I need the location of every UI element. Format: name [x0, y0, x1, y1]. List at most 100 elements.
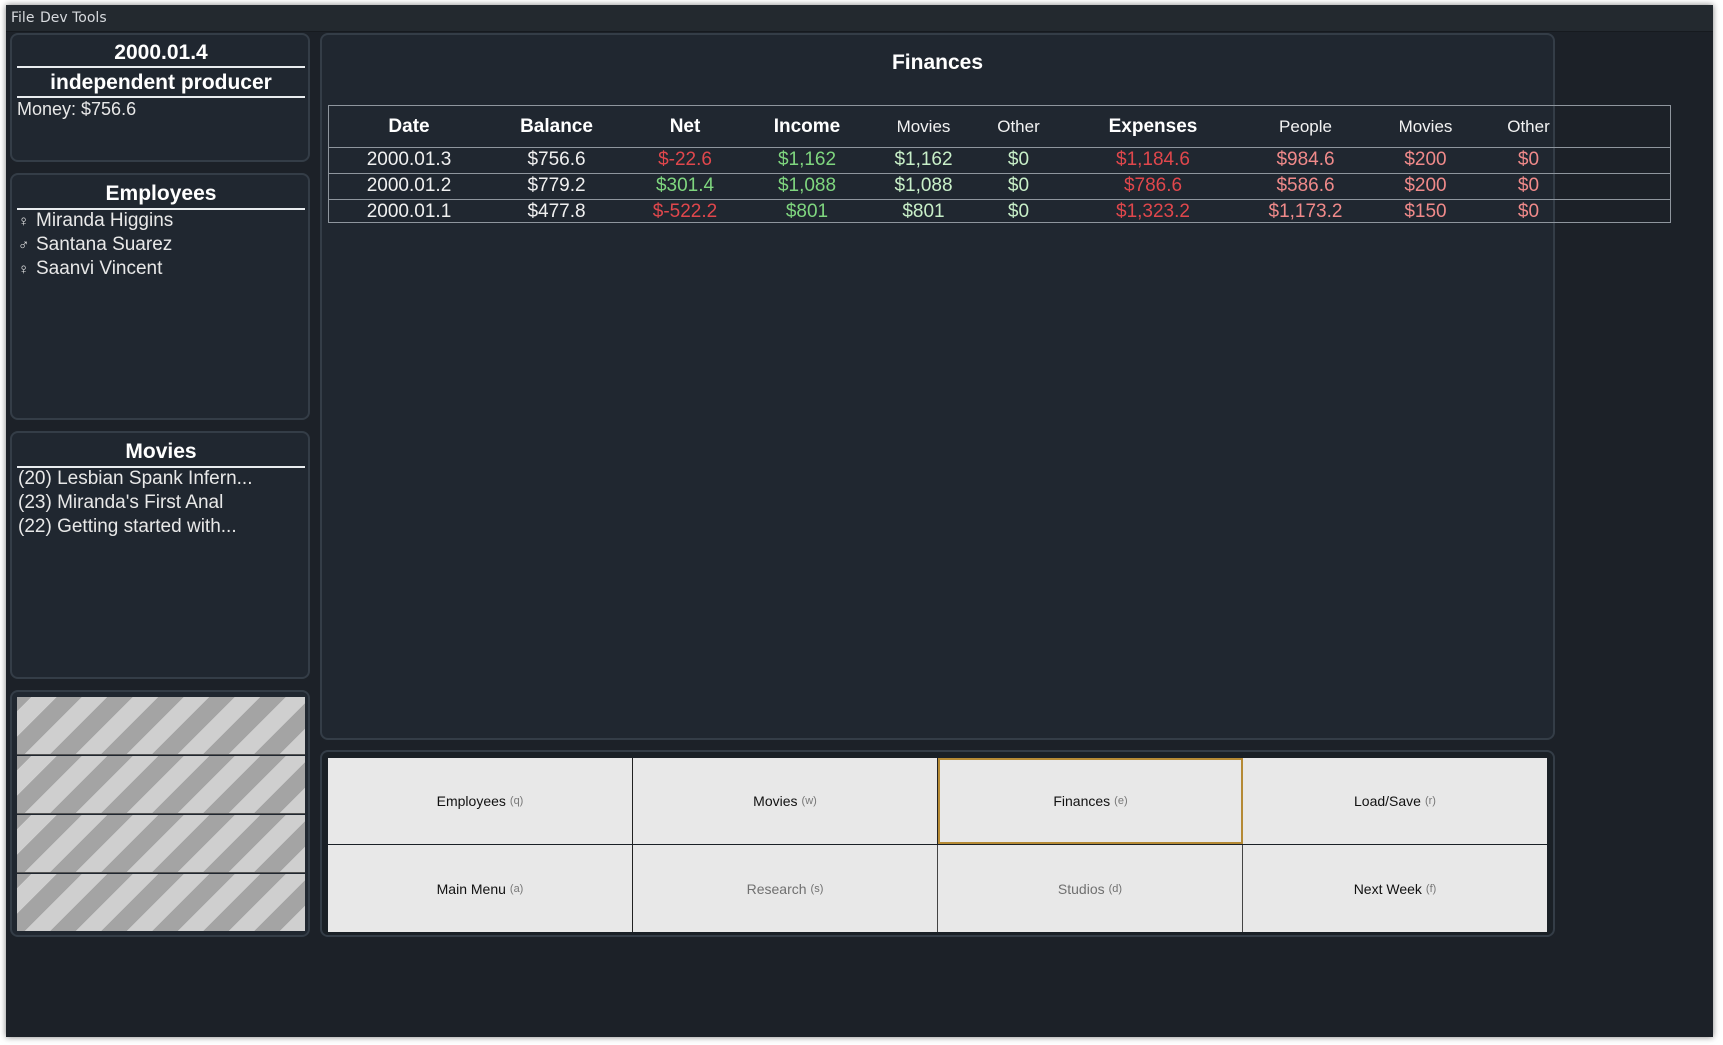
cell-expense-other: $0 — [1517, 175, 1540, 196]
finances-table: Date Balance Net Income Movies Other Exp… — [328, 105, 1671, 223]
hotkey-hint: (e) — [1114, 795, 1128, 807]
button-label: Research — [746, 880, 807, 897]
employee-item[interactable]: ♂ Santana Suarez — [18, 234, 172, 260]
movies-panel: Movies (20) Lesbian Spank Infern... (23)… — [10, 431, 310, 679]
player-rank: independent producer — [17, 69, 305, 98]
cell-income: $1,162 — [777, 149, 837, 170]
button-label: Employees — [436, 793, 506, 809]
hotkey-hint: (w) — [801, 795, 817, 807]
empty-slot — [17, 756, 305, 814]
movie-item[interactable]: (20) Lesbian Spank Infern... — [18, 468, 253, 489]
status-panel: 2000.01.4 independent producer Money: $7… — [10, 33, 310, 162]
menubar: File Dev Tools — [6, 5, 1713, 32]
hotkey-hint: (s) — [810, 882, 824, 895]
load-save-nav-button[interactable]: Load/Save (r) — [1243, 758, 1547, 844]
button-label: Studios — [1057, 880, 1105, 897]
button-label: Next Week — [1353, 880, 1422, 897]
cell-expense-movies: $200 — [1404, 175, 1447, 196]
finances-title: Finances — [891, 51, 984, 74]
cell-people: $586.6 — [1276, 175, 1335, 196]
button-label: Finances — [1053, 793, 1111, 809]
cell-income: $801 — [785, 201, 829, 222]
movies-title: Movies — [17, 437, 305, 468]
main-menu-nav-button[interactable]: Main Menu (a) — [328, 845, 633, 932]
movie-item[interactable]: (23) Miranda's First Anal — [18, 492, 224, 513]
nav-panel: Employees (q) Movies (w) Finances (e) Load/… — [320, 750, 1555, 937]
column-header-net: Net — [669, 115, 701, 137]
game-window: File Dev Tools 2000.01.4 independent pro… — [6, 5, 1713, 1037]
cell-balance: $779.2 — [527, 175, 586, 196]
female-icon: ♀ — [18, 261, 30, 278]
game-date: 2000.01.4 — [17, 39, 305, 68]
column-header-expense-movies: Movies — [1398, 116, 1453, 136]
cell-income-movies: $1,088 — [894, 175, 953, 196]
cell-date: 2000.01.2 — [366, 175, 452, 196]
male-icon: ♂ — [18, 237, 30, 254]
cell-expense-movies: $200 — [1404, 149, 1447, 170]
empty-slot — [17, 697, 305, 755]
column-header-expense-other: Other — [1507, 116, 1550, 136]
employee-name: Miranda Higgins — [36, 210, 174, 231]
hotkey-hint: (q) — [509, 795, 524, 807]
employee-item[interactable]: ♀ Saanvi Vincent — [18, 258, 162, 284]
menu-file[interactable]: File — [11, 10, 35, 26]
hotkey-hint: (d) — [1108, 882, 1123, 895]
cell-net: $-22.6 — [658, 149, 712, 170]
hotkey-hint: (f) — [1425, 882, 1437, 895]
next-week-nav-button[interactable]: Next Week (f) — [1243, 845, 1547, 932]
table-row: 2000.01.3 $756.6 $-22.6 $1,162 $1,162 $0… — [329, 147, 1670, 174]
column-header-date: Date — [388, 115, 430, 137]
cell-income-movies: $801 — [902, 201, 945, 222]
button-label: Main Menu — [436, 880, 506, 897]
cell-income: $1,088 — [777, 175, 837, 196]
button-label: Load/Save — [1354, 793, 1421, 809]
employees-title: Employees — [17, 179, 305, 210]
female-icon: ♀ — [18, 213, 30, 230]
employee-item[interactable]: ♀ Miranda Higgins — [18, 210, 173, 236]
cell-expenses: $786.6 — [1123, 175, 1183, 196]
slots-panel — [10, 690, 310, 937]
studios-nav-button: Studios (d) — [938, 845, 1243, 932]
menu-dev-tools[interactable]: Dev Tools — [40, 10, 107, 26]
cell-expense-other: $0 — [1517, 201, 1540, 222]
cell-expenses: $1,323.2 — [1116, 201, 1190, 222]
hotkey-hint: (a) — [509, 882, 524, 895]
movie-item[interactable]: (22) Getting started with... — [18, 516, 237, 537]
cell-people: $1,173.2 — [1268, 201, 1343, 222]
empty-slot — [17, 815, 305, 873]
column-header-income-movies: Movies — [896, 116, 951, 136]
cell-people: $984.6 — [1276, 149, 1335, 170]
movies-nav-button[interactable]: Movies (w) — [633, 758, 938, 844]
cell-income-other: $0 — [1007, 201, 1030, 222]
cell-net: $301.4 — [655, 175, 715, 196]
cell-income-movies: $1,162 — [894, 149, 953, 170]
empty-slot — [17, 874, 305, 931]
table-row: 2000.01.2 $779.2 $301.4 $1,088 $1,088 $0… — [329, 173, 1670, 200]
finances-panel: Finances Date Balance Net Income Movies … — [320, 33, 1671, 740]
money-display: Money: $756.6 — [17, 99, 137, 119]
cell-expenses: $1,184.6 — [1116, 149, 1190, 170]
employees-nav-button[interactable]: Employees (q) — [328, 758, 633, 844]
employees-panel: Employees ♀ Miranda Higgins ♂ Santana Suar… — [10, 173, 310, 420]
cell-date: 2000.01.1 — [366, 201, 452, 222]
cell-income-other: $0 — [1007, 175, 1030, 196]
column-header-income-other: Other — [997, 116, 1040, 136]
column-header-income: Income — [773, 115, 841, 137]
cell-expense-other: $0 — [1517, 149, 1540, 170]
research-nav-button: Research (s) — [633, 845, 938, 932]
button-label: Movies — [753, 793, 798, 809]
table-row: 2000.01.1 $477.8 $-522.2 $801 $801 $0 $1… — [329, 199, 1670, 225]
cell-net: $-522.2 — [652, 201, 718, 222]
hotkey-hint: (r) — [1424, 795, 1436, 807]
employee-name: Saanvi Vincent — [36, 258, 163, 279]
table-header-row: Date Balance Net Income Movies Other Exp… — [329, 106, 1670, 148]
finances-nav-button[interactable]: Finances (e) — [938, 758, 1243, 844]
column-header-people: People — [1279, 116, 1332, 136]
cell-balance: $756.6 — [527, 149, 586, 170]
employee-name: Santana Suarez — [36, 234, 173, 255]
column-header-balance: Balance — [520, 115, 593, 137]
cell-balance: $477.8 — [527, 201, 586, 222]
cell-date: 2000.01.3 — [366, 149, 452, 170]
cell-expense-movies: $150 — [1404, 201, 1447, 222]
column-header-expenses: Expenses — [1108, 115, 1198, 137]
